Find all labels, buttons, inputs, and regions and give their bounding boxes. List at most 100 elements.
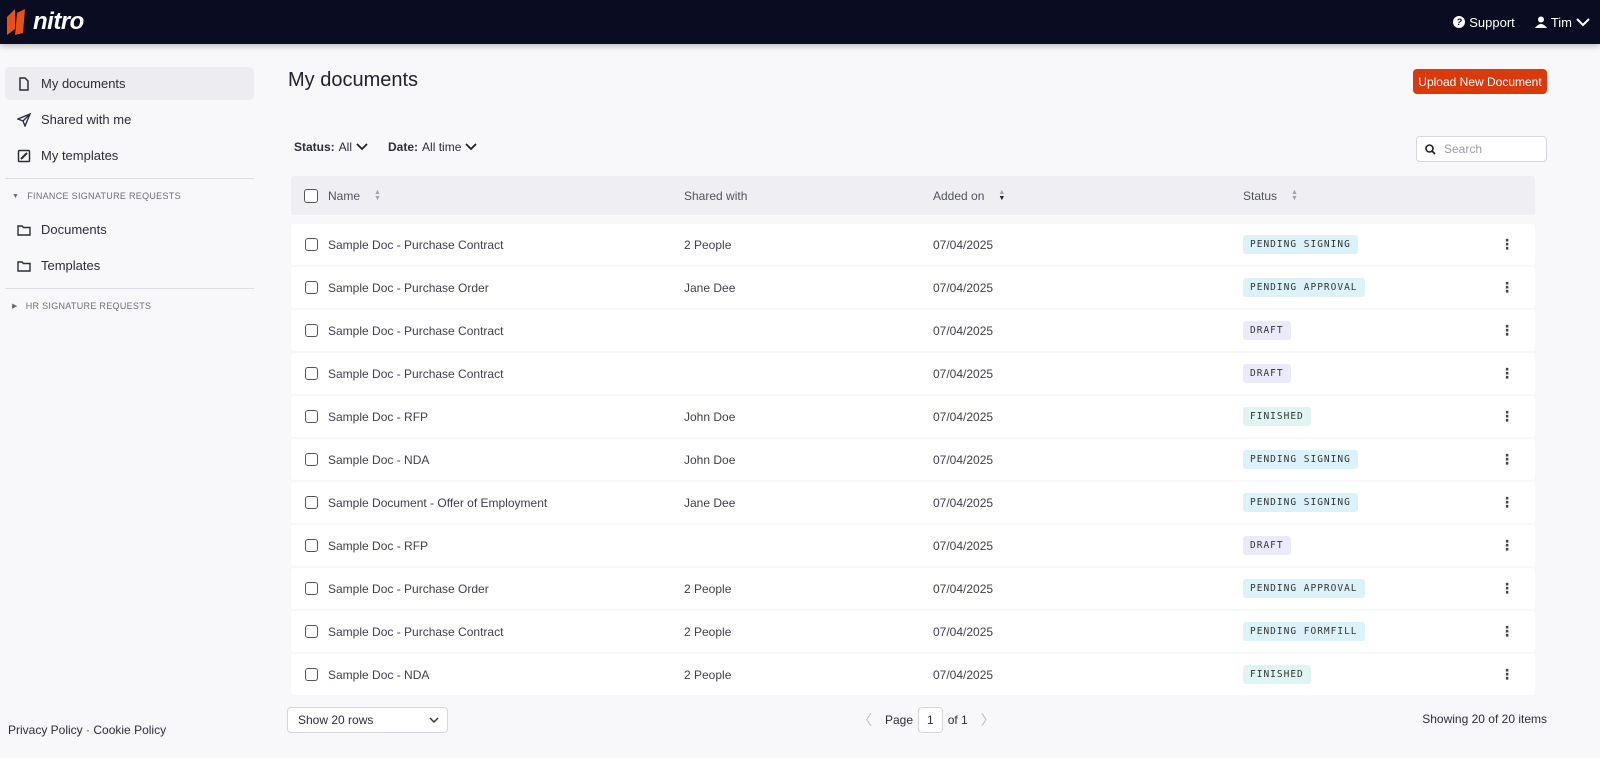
row-checkbox[interactable] — [305, 238, 318, 251]
date-filter-label: Date: — [388, 140, 419, 154]
table-row[interactable]: Sample Doc - Purchase Contract 07/04/202… — [291, 353, 1535, 394]
column-shared-with: Shared with — [684, 188, 748, 203]
support-link[interactable]: ? Support — [1453, 15, 1515, 30]
row-checkbox[interactable] — [305, 410, 318, 423]
next-page-icon[interactable]: 〉 — [980, 712, 995, 728]
status-badge: FINISHED — [1243, 407, 1311, 426]
help-icon: ? — [1453, 16, 1466, 28]
more-options-icon[interactable]: ⋮ — [1500, 666, 1514, 682]
chevron-down-icon — [356, 143, 368, 151]
group-finance-signature-requests[interactable]: ▼ FINANCE SIGNATURE REQUESTS — [5, 185, 254, 207]
row-checkbox[interactable] — [305, 453, 318, 466]
sidebar-item-my-templates[interactable]: My templates — [5, 139, 254, 172]
table-row[interactable]: Sample Document - Offer of Employment Ja… — [291, 482, 1535, 523]
added-on: 07/04/2025 — [933, 667, 994, 682]
table-row[interactable]: Sample Doc - Purchase Order 2 People 07/… — [291, 568, 1535, 609]
more-options-icon[interactable]: ⋮ — [1500, 408, 1514, 424]
rows-per-page-select[interactable]: Show 20 rows — [287, 707, 448, 733]
row-checkbox[interactable] — [305, 367, 318, 380]
more-options-icon[interactable]: ⋮ — [1500, 537, 1514, 553]
more-options-icon[interactable]: ⋮ — [1500, 365, 1514, 381]
row-checkbox[interactable] — [305, 668, 318, 681]
status-badge: PENDING FORMFILL — [1243, 622, 1365, 641]
column-name[interactable]: Name — [328, 188, 361, 203]
shared-with: 2 People — [684, 581, 732, 596]
more-options-icon[interactable]: ⋮ — [1500, 623, 1514, 639]
document-name[interactable]: Sample Document - Offer of Employment — [328, 495, 548, 510]
sidebar: My documents Shared with me My templates… — [5, 67, 254, 317]
document-name[interactable]: Sample Doc - Purchase Contract — [328, 323, 504, 338]
sidebar-item-my-documents[interactable]: My documents — [5, 67, 254, 100]
group-hr-signature-requests[interactable]: ▶ HR SIGNATURE REQUESTS — [5, 295, 254, 317]
date-filter[interactable]: Date: All time — [388, 140, 478, 154]
status-badge: PENDING SIGNING — [1243, 235, 1358, 254]
document-name[interactable]: Sample Doc - NDA — [328, 452, 430, 467]
status-filter-value: All — [338, 140, 353, 154]
divider — [5, 178, 254, 179]
row-checkbox[interactable] — [305, 582, 318, 595]
label: Documents — [41, 222, 107, 237]
document-name[interactable]: Sample Doc - Purchase Contract — [328, 366, 504, 381]
prev-page-icon[interactable]: 〈 — [858, 712, 872, 728]
cookie-policy-link[interactable]: Cookie Policy — [93, 723, 167, 737]
privacy-policy-link[interactable]: Privacy Policy — [8, 723, 83, 737]
search-input[interactable]: Search — [1416, 136, 1547, 162]
status-badge: PENDING SIGNING — [1243, 450, 1358, 469]
table-row[interactable]: Sample Doc - Purchase Contract 2 People … — [291, 611, 1535, 652]
select-all-checkbox[interactable] — [304, 188, 318, 203]
column-added-on[interactable]: Added on — [933, 188, 985, 203]
group-label: HR SIGNATURE REQUESTS — [25, 301, 152, 311]
divider — [5, 288, 254, 289]
more-options-icon[interactable]: ⋮ — [1500, 494, 1514, 510]
more-options-icon[interactable]: ⋮ — [1500, 279, 1514, 295]
table-row[interactable]: Sample Doc - NDA 2 People 07/04/2025 FIN… — [291, 654, 1535, 695]
added-on: 07/04/2025 — [933, 409, 994, 424]
sort-icon[interactable]: ▲ ▼ — [1291, 188, 1298, 202]
items-count: Showing 20 of 20 items — [1422, 712, 1547, 726]
rows-per-page-value: Show 20 rows — [298, 713, 374, 727]
row-checkbox[interactable] — [305, 281, 318, 294]
nitro-logo[interactable]: nitro — [5, 7, 84, 37]
status-filter[interactable]: Status: All — [294, 140, 368, 154]
sort-desc-icon[interactable]: ▲ ▼ — [998, 188, 1006, 202]
sidebar-item-finance-templates[interactable]: Templates — [5, 249, 254, 282]
document-name[interactable]: Sample Doc - NDA — [328, 667, 430, 682]
status-filter-label: Status: — [294, 140, 335, 154]
row-checkbox[interactable] — [305, 539, 318, 552]
user-menu[interactable]: Tim — [1534, 15, 1590, 30]
sort-icon[interactable]: ▲ ▼ — [374, 188, 381, 202]
page-number-input[interactable]: 1 — [918, 707, 943, 733]
document-name[interactable]: Sample Doc - Purchase Contract — [328, 237, 504, 252]
column-status[interactable]: Status — [1243, 188, 1278, 203]
more-options-icon[interactable]: ⋮ — [1500, 236, 1514, 252]
added-on: 07/04/2025 — [933, 538, 994, 553]
status-badge: PENDING APPROVAL — [1243, 579, 1365, 598]
status-badge: FINISHED — [1243, 665, 1311, 684]
table-row[interactable]: Sample Doc - Purchase Contract 2 People … — [291, 224, 1535, 265]
table-row[interactable]: Sample Doc - NDA John Doe 07/04/2025 PEN… — [291, 439, 1535, 480]
table-row[interactable]: Sample Doc - RFP 07/04/2025 DRAFT ⋮ — [291, 525, 1535, 566]
table-row[interactable]: Sample Doc - RFP John Doe 07/04/2025 FIN… — [291, 396, 1535, 437]
document-name[interactable]: Sample Doc - Purchase Order — [328, 581, 489, 596]
sidebar-item-finance-documents[interactable]: Documents — [5, 213, 254, 246]
document-name[interactable]: Sample Doc - RFP — [328, 409, 429, 424]
row-checkbox[interactable] — [305, 324, 318, 337]
row-checkbox[interactable] — [305, 496, 318, 509]
document-table: Sample Doc - Purchase Contract 2 People … — [291, 224, 1535, 697]
table-row[interactable]: Sample Doc - Purchase Order Jane Dee 07/… — [291, 267, 1535, 308]
sidebar-item-shared-with-me[interactable]: Shared with me — [5, 103, 254, 136]
document-name[interactable]: Sample Doc - RFP — [328, 538, 429, 553]
document-name[interactable]: Sample Doc - Purchase Order — [328, 280, 489, 295]
more-options-icon[interactable]: ⋮ — [1500, 580, 1514, 596]
added-on: 07/04/2025 — [933, 280, 994, 295]
label: Templates — [41, 258, 101, 273]
chevron-down-icon — [1576, 18, 1590, 27]
table-row[interactable]: Sample Doc - Purchase Contract 07/04/202… — [291, 310, 1535, 351]
shared-with: 2 People — [684, 667, 732, 682]
more-options-icon[interactable]: ⋮ — [1500, 451, 1514, 467]
document-name[interactable]: Sample Doc - Purchase Contract — [328, 624, 504, 639]
row-checkbox[interactable] — [305, 625, 318, 638]
more-options-icon[interactable]: ⋮ — [1500, 322, 1514, 338]
label: My documents — [41, 76, 126, 91]
upload-new-document-button[interactable]: Upload New Document — [1413, 69, 1547, 94]
